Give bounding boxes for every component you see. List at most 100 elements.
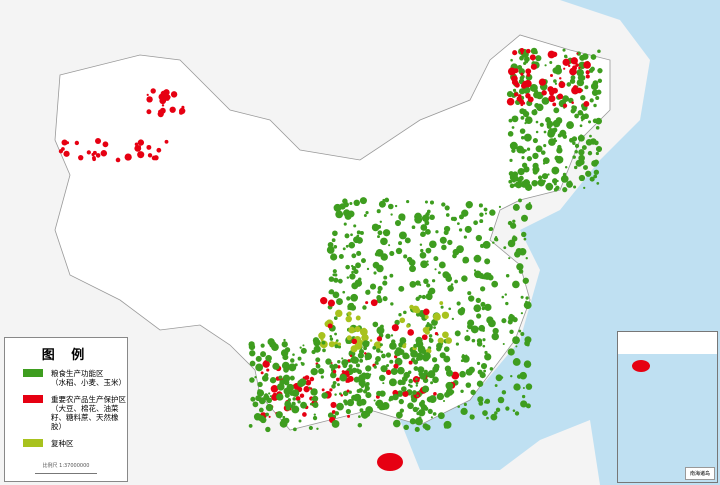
zone-patch xyxy=(450,216,455,221)
zone-patch xyxy=(338,254,344,259)
zone-patch xyxy=(479,372,486,379)
zone-patch xyxy=(434,331,439,336)
zone-patch xyxy=(475,234,483,242)
zone-patch xyxy=(403,425,409,430)
zone-patch xyxy=(505,301,509,306)
zone-patch xyxy=(473,304,482,313)
zone-patch xyxy=(291,401,296,406)
zone-patch xyxy=(425,228,431,235)
zone-patch xyxy=(542,157,550,164)
zone-patch xyxy=(262,360,270,368)
zone-patch xyxy=(509,141,518,150)
zone-patch xyxy=(269,395,272,398)
zone-patch xyxy=(297,356,302,361)
zone-patch xyxy=(332,380,337,385)
zone-patch xyxy=(484,401,487,404)
zone-patch xyxy=(342,290,346,294)
zone-patch xyxy=(406,324,410,328)
zone-patch xyxy=(578,159,585,166)
zone-patch xyxy=(582,106,587,111)
zone-patch xyxy=(249,360,256,367)
zone-patch xyxy=(504,293,507,296)
zone-patch xyxy=(309,402,313,406)
zone-patch xyxy=(484,212,488,215)
zone-patch xyxy=(349,354,353,358)
zone-patch xyxy=(137,151,145,159)
zone-patch xyxy=(444,422,451,429)
zone-patch xyxy=(379,220,382,223)
zone-patch xyxy=(498,205,502,208)
zone-patch xyxy=(562,58,570,66)
zone-patch xyxy=(520,312,524,315)
zone-patch xyxy=(451,371,460,380)
zone-patch xyxy=(347,375,354,382)
zone-patch xyxy=(518,198,522,203)
zone-patch xyxy=(394,204,398,208)
zone-patch xyxy=(482,329,485,332)
zone-patch xyxy=(512,409,516,412)
zone-patch xyxy=(512,219,516,223)
zone-patch xyxy=(359,358,364,363)
zone-patch xyxy=(248,343,256,351)
zone-patch xyxy=(359,327,368,336)
zone-patch xyxy=(492,241,495,244)
zone-patch xyxy=(518,94,522,98)
zone-patch xyxy=(432,312,441,321)
zone-patch xyxy=(400,216,406,221)
zone-patch xyxy=(124,153,132,161)
hainan-zone xyxy=(377,453,403,471)
zone-patch xyxy=(495,374,503,382)
zone-patch xyxy=(398,313,402,317)
zone-patch xyxy=(526,48,531,54)
zone-patch xyxy=(379,343,383,347)
zone-patch xyxy=(346,296,351,301)
zone-patch xyxy=(411,225,416,230)
zone-patch xyxy=(525,257,528,260)
zone-patch xyxy=(344,359,348,363)
zone-patch xyxy=(587,150,593,156)
legend-label: 粮食生产功能区 xyxy=(51,369,104,378)
zone-patch xyxy=(473,220,478,226)
zone-patch xyxy=(426,294,433,301)
zone-patch xyxy=(356,388,361,394)
zone-patch xyxy=(378,374,386,382)
zone-patch xyxy=(369,373,372,376)
zone-patch xyxy=(428,287,436,295)
zone-patch xyxy=(58,149,64,154)
zone-patch xyxy=(281,361,290,370)
zone-patch xyxy=(589,134,592,138)
zone-patch xyxy=(576,52,579,55)
zone-patch xyxy=(444,205,450,211)
zone-patch xyxy=(298,378,307,386)
zone-patch xyxy=(514,92,519,97)
zone-patch xyxy=(489,367,494,371)
zone-patch xyxy=(433,392,437,396)
zone-patch xyxy=(557,93,564,100)
zone-patch xyxy=(534,92,540,99)
zone-patch xyxy=(557,65,561,69)
zone-patch xyxy=(342,198,348,204)
zone-patch xyxy=(413,366,419,371)
zone-patch xyxy=(394,349,402,357)
zone-patch xyxy=(489,226,494,232)
zone-patch xyxy=(439,301,444,305)
zone-patch xyxy=(547,128,556,137)
zone-patch xyxy=(530,63,537,70)
zone-patch xyxy=(351,266,357,271)
zone-patch xyxy=(534,50,538,55)
zone-patch xyxy=(512,50,518,56)
zone-patch xyxy=(268,392,271,395)
zone-patch xyxy=(146,93,149,96)
south-china-sea-inset: 南海诸岛 xyxy=(617,331,718,483)
zone-patch xyxy=(436,342,443,350)
zone-patch xyxy=(376,297,383,304)
zone-patch xyxy=(363,214,367,217)
zone-patch xyxy=(521,80,529,88)
zone-patch xyxy=(308,386,311,389)
zone-patch xyxy=(570,57,578,65)
zone-patch xyxy=(341,357,344,360)
zone-patch xyxy=(427,326,430,329)
zone-patch xyxy=(513,183,517,187)
zone-patch xyxy=(470,389,476,396)
zone-patch xyxy=(429,214,435,221)
